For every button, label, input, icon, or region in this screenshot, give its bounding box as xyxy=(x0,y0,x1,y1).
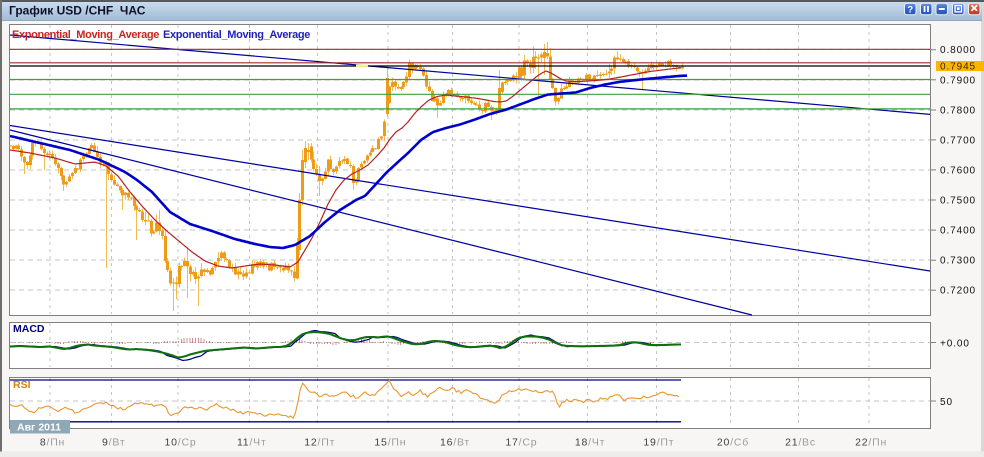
svg-text:Exponential_Moving_Average: Exponential_Moving_Average xyxy=(12,29,159,41)
svg-text:0.7945: 0.7945 xyxy=(940,62,976,73)
svg-text:MACD: MACD xyxy=(13,323,45,335)
svg-text:8/Пн: 8/Пн xyxy=(40,437,65,449)
svg-text:+0.00: +0.00 xyxy=(940,339,970,350)
svg-text:0.7500: 0.7500 xyxy=(940,196,976,207)
svg-text:9/Вт: 9/Вт xyxy=(102,437,125,449)
svg-text:0.7800: 0.7800 xyxy=(940,106,976,117)
svg-text:График USD /CHF ЧАС: График USD /CHF ЧАС xyxy=(9,4,146,18)
svg-text:21/Вс: 21/Вс xyxy=(785,437,816,449)
svg-text:0.7200: 0.7200 xyxy=(940,286,976,297)
svg-text:15/Пн: 15/Пн xyxy=(374,437,406,449)
svg-text:Exponential_Moving_Average: Exponential_Moving_Average xyxy=(163,29,310,41)
svg-text:18/Чт: 18/Чт xyxy=(575,437,605,449)
svg-text:RSI: RSI xyxy=(13,379,31,391)
svg-text:16/Вт: 16/Вт xyxy=(440,437,470,449)
svg-text:0.7700: 0.7700 xyxy=(940,135,976,146)
svg-text:0.7900: 0.7900 xyxy=(940,75,976,86)
svg-text:0.8000: 0.8000 xyxy=(940,45,976,56)
svg-text:0.7400: 0.7400 xyxy=(940,226,976,237)
svg-text:20/Сб: 20/Сб xyxy=(717,437,749,449)
svg-text:50: 50 xyxy=(940,397,953,408)
svg-text:12/Пт: 12/Пт xyxy=(304,437,335,449)
svg-text:?: ? xyxy=(907,4,913,15)
svg-text:Авг 2011: Авг 2011 xyxy=(17,422,61,434)
svg-text:22/Пн: 22/Пн xyxy=(855,437,887,449)
svg-text:17/Ср: 17/Ср xyxy=(505,437,537,449)
svg-text:0.7600: 0.7600 xyxy=(940,165,976,176)
svg-text:11/Чт: 11/Чт xyxy=(237,437,267,449)
svg-text:19/Пт: 19/Пт xyxy=(643,437,674,449)
svg-text:0.7300: 0.7300 xyxy=(940,256,976,267)
svg-text:10/Ср: 10/Ср xyxy=(164,437,196,449)
